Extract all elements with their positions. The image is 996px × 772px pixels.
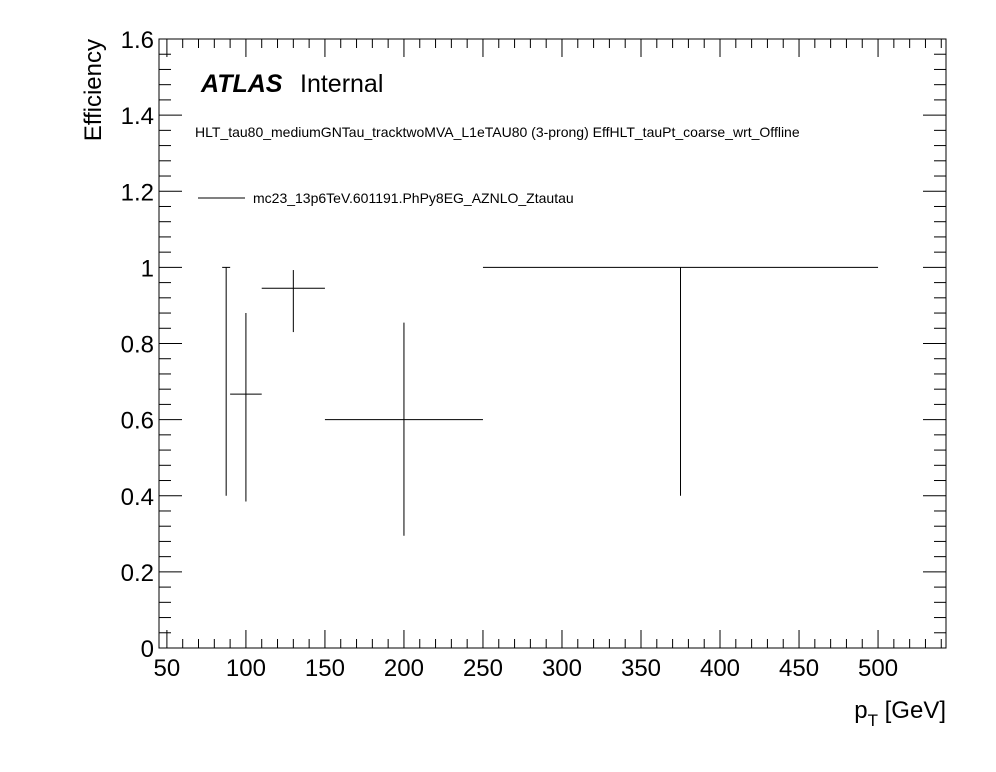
data-series xyxy=(222,266,879,536)
y-tick-label: 0.4 xyxy=(121,484,154,511)
y-axis-title: Efficiency xyxy=(80,39,107,141)
internal-label: Internal xyxy=(300,70,383,98)
x-axis-title-unit: [GeV] xyxy=(878,697,946,724)
data-point xyxy=(222,266,231,496)
legend-entry: mc23_13p6TeV.601191.PhPy8EG_AZNLO_Ztauta… xyxy=(253,190,574,206)
x-tick-label: 100 xyxy=(226,655,266,682)
trigger-label: HLT_tau80_mediumGNTau_tracktwoMVA_L1eTAU… xyxy=(195,124,800,140)
y-tick-label: 1 xyxy=(141,255,154,282)
y-tick-label: 1.4 xyxy=(121,103,154,130)
y-tick-labels: 0 0.2 0.4 0.6 0.8 1 1.2 1.4 1.6 xyxy=(121,27,154,663)
x-axis-title-subscript: T xyxy=(868,711,878,730)
y-tick-label: 1.6 xyxy=(121,27,154,54)
atlas-label: ATLAS xyxy=(200,70,283,98)
data-point xyxy=(261,270,325,333)
y-tick-label: 1.2 xyxy=(121,179,154,206)
x-tick-labels: 50 100 150 200 250 300 350 400 450 500 xyxy=(154,655,899,682)
y-tick-label: 0.8 xyxy=(121,332,154,359)
y-tick-label: 0.2 xyxy=(121,560,154,587)
x-tick-label: 300 xyxy=(542,655,582,682)
x-tick-label: 450 xyxy=(779,655,819,682)
y-tick-label: 0.6 xyxy=(121,408,154,435)
x-tick-label: 200 xyxy=(384,655,424,682)
x-tick-label: 150 xyxy=(305,655,345,682)
x-tick-label: 250 xyxy=(463,655,503,682)
x-tick-label: 350 xyxy=(621,655,661,682)
x-tick-label: 500 xyxy=(858,655,898,682)
data-point xyxy=(324,322,483,536)
data-point xyxy=(230,313,262,502)
x-tick-label: 50 xyxy=(154,655,181,682)
x-axis-title: pT [GeV] xyxy=(854,697,946,730)
data-point xyxy=(482,266,879,496)
axis-ticks xyxy=(159,38,946,649)
x-tick-label: 400 xyxy=(700,655,740,682)
x-axis-title-main: p xyxy=(854,697,867,724)
y-tick-label: 0 xyxy=(141,636,154,663)
